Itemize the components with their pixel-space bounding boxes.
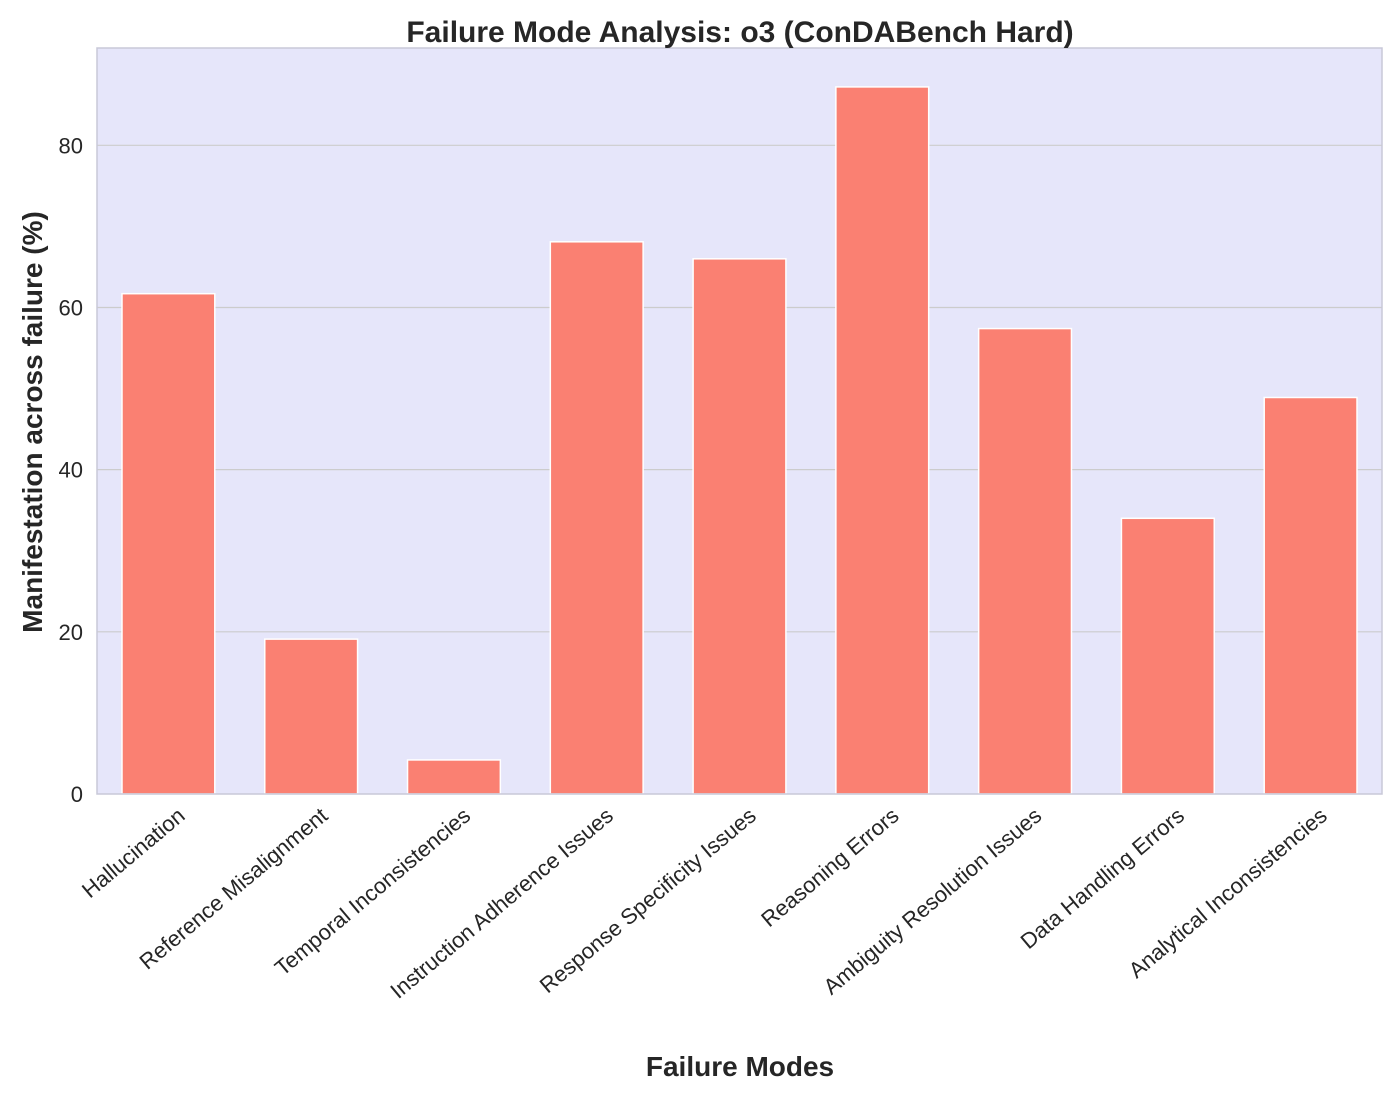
y-axis-ticks: 0 20 40 60 80 — [59, 133, 83, 807]
y-axis-label: Manifestation across failure (%) — [17, 211, 48, 633]
bars — [121, 86, 1358, 795]
x-tick-label: Hallucination — [77, 803, 190, 903]
bar-instruction-adherence-issues — [549, 241, 644, 795]
x-tick-label: Reasoning Errors — [756, 803, 903, 932]
y-tick-label: 80 — [59, 133, 83, 158]
y-tick-label: 0 — [71, 782, 83, 807]
y-tick-label: 20 — [59, 620, 83, 645]
bar-data-handling-errors — [1120, 517, 1215, 795]
x-tick-label: Instruction Adherence Issues — [385, 803, 617, 1004]
bar-temporal-inconsistencies — [406, 759, 502, 795]
plot-frame — [96, 47, 1383, 795]
y-tick-label: 60 — [59, 295, 83, 320]
bar-reasoning-errors — [835, 86, 930, 795]
bar-response-specificity-issues — [692, 258, 787, 795]
bar-analytical-inconsistencies — [1263, 396, 1358, 795]
bar-reference-misalignment — [264, 638, 359, 795]
y-tick-label: 40 — [59, 458, 83, 483]
chart-title: Failure Mode Analysis: o3 (ConDABench Ha… — [406, 16, 1073, 49]
x-axis-label: Failure Modes — [646, 1051, 834, 1082]
bar-hallucination — [121, 292, 216, 795]
bar-ambiguity-resolution-issues — [977, 327, 1073, 795]
